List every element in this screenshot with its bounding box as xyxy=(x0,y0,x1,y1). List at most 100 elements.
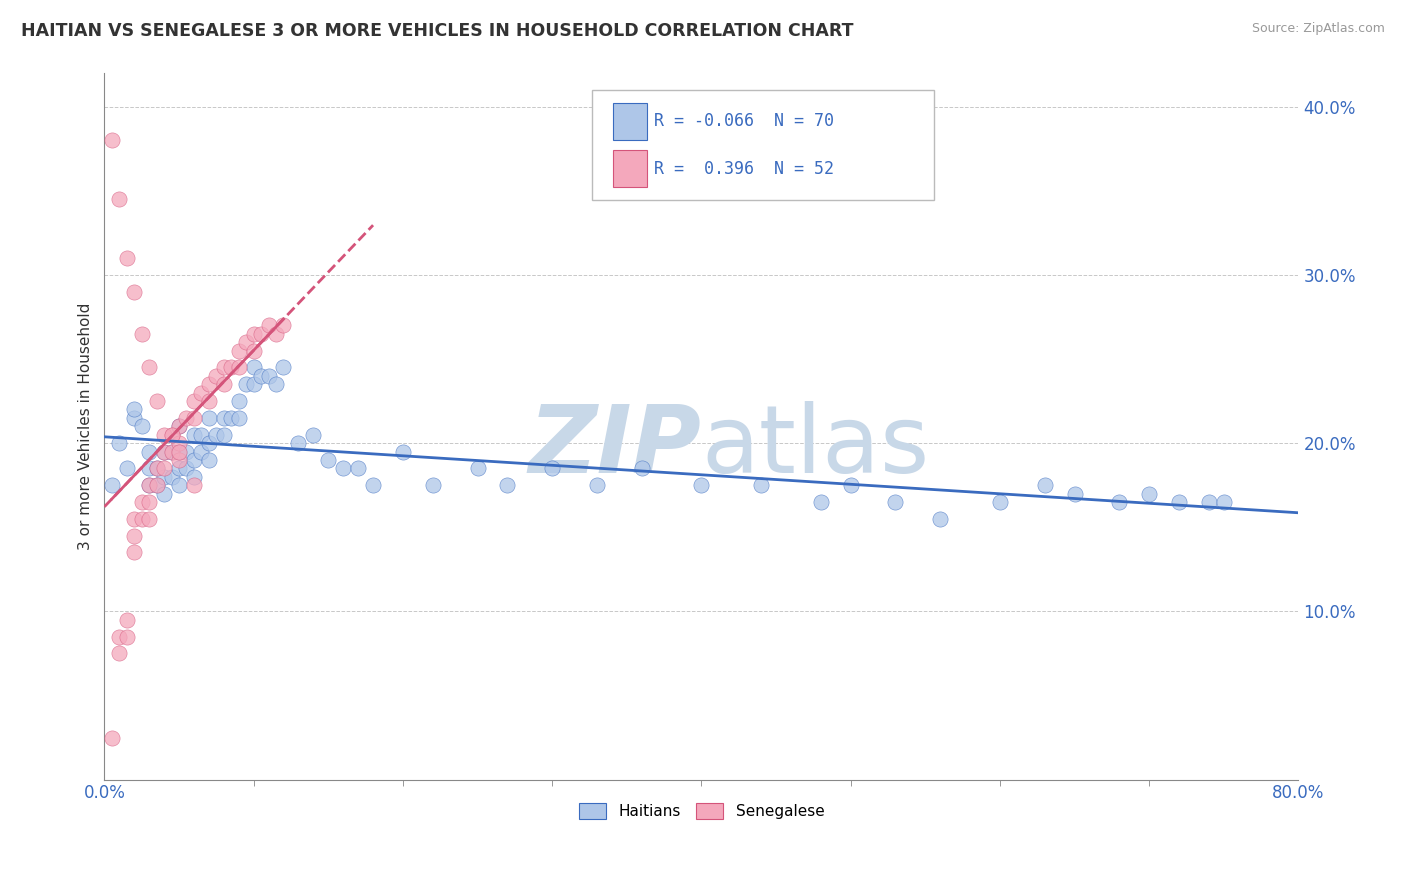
Legend: Haitians, Senegalese: Haitians, Senegalese xyxy=(572,797,831,825)
Point xyxy=(176,461,198,475)
Point xyxy=(228,410,250,425)
Text: atlas: atlas xyxy=(702,401,929,493)
Point xyxy=(153,444,176,458)
Point xyxy=(235,335,257,350)
Point xyxy=(361,478,384,492)
Point xyxy=(138,360,160,375)
Point xyxy=(108,630,131,644)
Point xyxy=(1212,495,1234,509)
Point xyxy=(287,436,309,450)
Point xyxy=(235,377,257,392)
Point xyxy=(176,410,198,425)
Point xyxy=(749,478,772,492)
Point xyxy=(212,427,235,442)
Point xyxy=(1137,486,1160,500)
Point xyxy=(198,394,221,409)
Point xyxy=(183,394,205,409)
Point xyxy=(122,410,145,425)
Point xyxy=(884,495,907,509)
Point xyxy=(250,368,273,383)
Text: HAITIAN VS SENEGALESE 3 OR MORE VEHICLES IN HOUSEHOLD CORRELATION CHART: HAITIAN VS SENEGALESE 3 OR MORE VEHICLES… xyxy=(21,22,853,40)
Point xyxy=(167,478,190,492)
Point xyxy=(205,368,228,383)
Point xyxy=(101,478,124,492)
Point xyxy=(115,630,138,644)
Point xyxy=(190,444,212,458)
Point xyxy=(242,343,264,358)
Point xyxy=(273,318,295,333)
Point xyxy=(198,453,221,467)
Point xyxy=(810,495,832,509)
Point xyxy=(183,478,205,492)
Point xyxy=(212,410,235,425)
Point xyxy=(145,394,167,409)
Point xyxy=(131,419,153,434)
Point xyxy=(1063,486,1085,500)
Point xyxy=(183,469,205,483)
Point xyxy=(108,436,131,450)
Point xyxy=(257,318,280,333)
Point xyxy=(145,478,167,492)
Point xyxy=(264,377,287,392)
Point xyxy=(690,478,713,492)
Point xyxy=(122,545,145,559)
Point xyxy=(167,419,190,434)
Point xyxy=(839,478,862,492)
Point xyxy=(316,453,339,467)
Point xyxy=(160,469,183,483)
Point xyxy=(242,377,264,392)
Point xyxy=(219,360,242,375)
Point xyxy=(332,461,354,475)
Point xyxy=(219,410,242,425)
Point xyxy=(1033,478,1056,492)
Point xyxy=(541,461,564,475)
Y-axis label: 3 or more Vehicles in Household: 3 or more Vehicles in Household xyxy=(79,302,93,550)
Point xyxy=(496,478,519,492)
Point xyxy=(212,360,235,375)
Point xyxy=(153,444,176,458)
Point xyxy=(153,427,176,442)
Point xyxy=(228,343,250,358)
Point xyxy=(122,512,145,526)
Point xyxy=(131,495,153,509)
Point xyxy=(1108,495,1130,509)
Point xyxy=(153,486,176,500)
Point xyxy=(122,529,145,543)
Point xyxy=(929,512,952,526)
Point xyxy=(145,478,167,492)
Point xyxy=(228,360,250,375)
Point xyxy=(167,453,190,467)
Point xyxy=(160,427,183,442)
Point xyxy=(586,478,609,492)
Text: R =  0.396  N = 52: R = 0.396 N = 52 xyxy=(654,160,834,178)
Point xyxy=(242,326,264,341)
Point xyxy=(167,436,190,450)
Point xyxy=(138,478,160,492)
Point xyxy=(160,444,183,458)
Point xyxy=(198,377,221,392)
Point xyxy=(212,377,235,392)
Point xyxy=(115,461,138,475)
Point xyxy=(183,410,205,425)
Point xyxy=(190,427,212,442)
Point xyxy=(122,402,145,417)
Point xyxy=(138,478,160,492)
Point xyxy=(101,731,124,745)
Point xyxy=(131,326,153,341)
Point xyxy=(302,427,325,442)
Point xyxy=(183,453,205,467)
Point xyxy=(176,444,198,458)
Point xyxy=(190,385,212,400)
Point xyxy=(138,444,160,458)
Point xyxy=(101,133,124,147)
Point xyxy=(153,461,176,475)
Point xyxy=(205,427,228,442)
Point xyxy=(167,419,190,434)
Point xyxy=(115,251,138,265)
Point xyxy=(145,461,167,475)
Point xyxy=(108,192,131,206)
Point xyxy=(198,410,221,425)
Point xyxy=(138,495,160,509)
Point xyxy=(145,461,167,475)
Point xyxy=(160,444,183,458)
